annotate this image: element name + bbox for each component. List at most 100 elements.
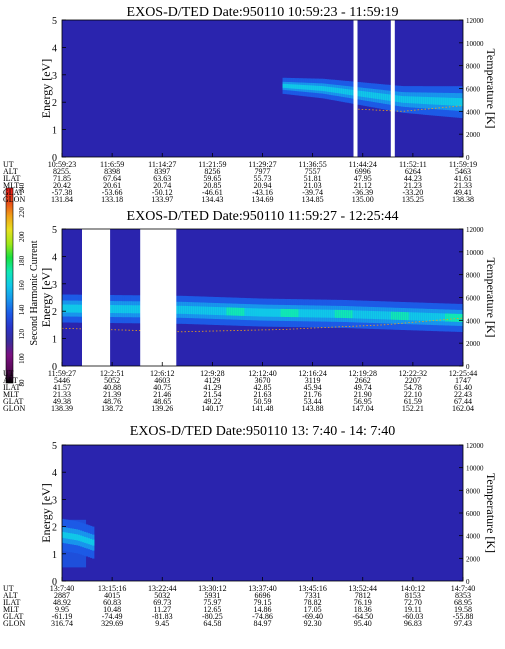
- band-core: [138, 305, 141, 314]
- table-cell: 12:12:40: [248, 369, 276, 378]
- y2-tick-label: 10000: [466, 40, 484, 48]
- band-core: [252, 308, 255, 317]
- y-tick-label: 4: [52, 468, 57, 479]
- band-core: [68, 304, 71, 313]
- band-core: [348, 89, 352, 95]
- band-core: [452, 97, 456, 106]
- band-core: [290, 309, 293, 318]
- table-cell: 13:15:16: [98, 584, 126, 593]
- band-core: [192, 306, 195, 315]
- band-core: [250, 308, 253, 317]
- band-core: [74, 304, 77, 313]
- colorbar-label: Second Harmonic Current: [29, 240, 40, 345]
- band-core: [370, 92, 374, 99]
- band-core: [292, 309, 295, 318]
- band-core: [458, 313, 462, 322]
- table-row-label: MLT: [3, 390, 19, 399]
- band-core: [128, 305, 131, 314]
- band-core: [438, 313, 442, 322]
- table-cell: 12:16:24: [298, 369, 326, 378]
- y-tick-label: 0: [52, 577, 57, 588]
- y2-tick-label: 4000: [466, 317, 481, 325]
- table-cell: 22.43: [454, 390, 472, 399]
- data-gap: [140, 229, 177, 366]
- table-cell: -80.25: [202, 612, 223, 621]
- band-core: [414, 96, 418, 104]
- table-row-label: ILAT: [3, 174, 20, 183]
- table-cell: 17.05: [304, 605, 322, 614]
- table-cell: 76.19: [354, 598, 372, 607]
- table-cell: 8255.: [53, 167, 71, 176]
- table-row-label: UT: [3, 584, 14, 593]
- y-tick-label: 3: [52, 495, 57, 506]
- band-core: [126, 305, 129, 314]
- band-core: [424, 312, 428, 321]
- band-core: [226, 307, 229, 316]
- data-gap: [353, 20, 358, 157]
- table-cell: 49.38: [53, 397, 71, 406]
- band-core: [262, 308, 265, 317]
- band-core: [428, 312, 432, 321]
- table-cell: 7812: [355, 591, 371, 600]
- table-cell: 53.44: [304, 397, 322, 406]
- band-core: [260, 308, 263, 317]
- spectrogram-band: [62, 518, 95, 559]
- table-cell: 48.92: [53, 598, 71, 607]
- table-cell: 21.33: [454, 181, 472, 190]
- table-cell: 8153: [405, 591, 421, 600]
- band-core: [372, 92, 376, 99]
- table-row-label: ALT: [3, 591, 18, 600]
- table-cell: 51.81: [304, 174, 322, 183]
- table-cell: 44.23: [404, 174, 422, 183]
- table-cell: 45.94: [304, 383, 322, 392]
- band-core: [446, 313, 450, 322]
- band-core: [204, 306, 207, 315]
- data-gap: [82, 229, 111, 366]
- table-cell: 49.74: [354, 383, 372, 392]
- band-core: [316, 309, 319, 318]
- table-cell: 5931: [204, 591, 220, 600]
- y2-axis-label: Temperature [K]: [484, 473, 498, 553]
- y2-axis-label: Temperature [K]: [484, 48, 498, 128]
- table-row-label: MLT: [3, 181, 19, 190]
- band-core: [302, 85, 305, 90]
- band-core: [208, 306, 211, 315]
- band-core: [434, 313, 438, 322]
- panel-3: EXOS-D/TED Date:950110 13: 7:40 - 14: 7:…: [3, 424, 498, 628]
- table-cell: 96.83: [404, 619, 422, 628]
- panel-2: EXOS-D/TED Date:950110 11:59:27 - 12:25:…: [3, 209, 498, 413]
- table-cell: 11:14:27: [148, 160, 176, 169]
- band-core: [348, 310, 352, 319]
- band-core: [410, 96, 414, 104]
- table-cell: 21.63: [254, 390, 272, 399]
- y2-tick-label: 2000: [466, 555, 481, 563]
- table-cell: 133.97: [151, 195, 173, 204]
- band-core: [294, 84, 297, 89]
- table-cell: 10:59:23: [48, 160, 76, 169]
- table-cell: -60.03: [403, 612, 424, 621]
- band-core: [434, 97, 438, 105]
- table-cell: 140.17: [201, 404, 223, 413]
- band-core: [188, 306, 191, 315]
- band-core: [444, 97, 448, 106]
- table-cell: 138.72: [101, 404, 123, 413]
- band-core: [318, 85, 321, 91]
- band-core: [362, 91, 366, 97]
- table-cell: 50.59: [254, 397, 272, 406]
- table-cell: -43.16: [252, 188, 273, 197]
- y-tick-label: 5: [52, 441, 57, 452]
- band-core: [342, 88, 345, 95]
- table-cell: 48.76: [103, 397, 121, 406]
- band-core: [450, 97, 454, 106]
- table-cell: 11:44:24: [349, 160, 377, 169]
- table-cell: -36.39: [352, 188, 373, 197]
- data-gap: [390, 20, 395, 157]
- table-cell: 11:6:59: [100, 160, 124, 169]
- band-core: [294, 309, 297, 318]
- table-cell: 316.74: [51, 619, 73, 628]
- y-tick-label: 2: [52, 523, 57, 534]
- table-cell: -64.50: [352, 612, 373, 621]
- table-cell: 12:6:12: [150, 369, 174, 378]
- table-cell: 1747: [455, 376, 471, 385]
- table-cell: 21.39: [103, 390, 121, 399]
